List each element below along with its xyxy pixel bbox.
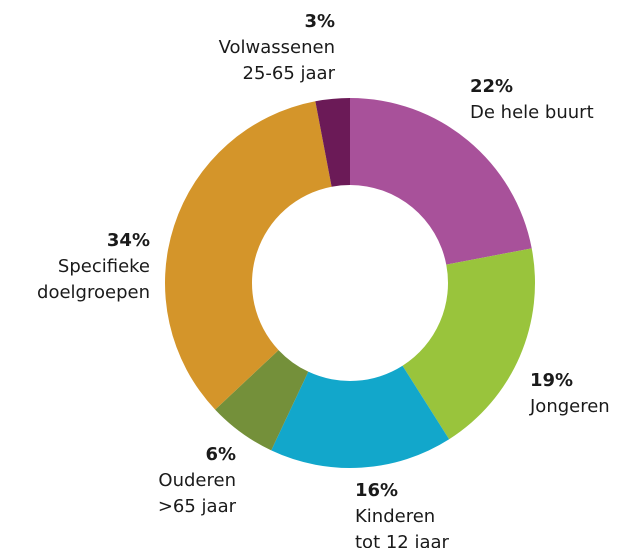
- category-label: doelgroepen: [37, 282, 150, 303]
- donut-segment: [165, 101, 332, 410]
- category-label: 25-65 jaar: [243, 63, 336, 84]
- donut-segment: [215, 350, 309, 451]
- category-label: Specifieke: [58, 256, 150, 277]
- category-label: Kinderen: [355, 506, 435, 527]
- category-label: tot 12 jaar: [355, 532, 450, 548]
- category-label: Jongeren: [529, 396, 610, 417]
- value-label: 34%: [107, 230, 150, 251]
- donut-segment: [271, 365, 450, 468]
- category-label: Ouderen: [158, 470, 236, 491]
- donut-segment: [350, 98, 532, 265]
- category-label: De hele buurt: [470, 102, 594, 123]
- value-label: 6%: [205, 444, 236, 465]
- value-label: 19%: [530, 370, 573, 391]
- value-label: 3%: [304, 11, 335, 32]
- value-label: 22%: [470, 76, 513, 97]
- donut-segment: [315, 98, 350, 187]
- value-label: 16%: [355, 480, 398, 501]
- donut-segment: [402, 248, 535, 440]
- category-label: >65 jaar: [158, 496, 237, 517]
- category-label: Volwassenen: [219, 37, 335, 58]
